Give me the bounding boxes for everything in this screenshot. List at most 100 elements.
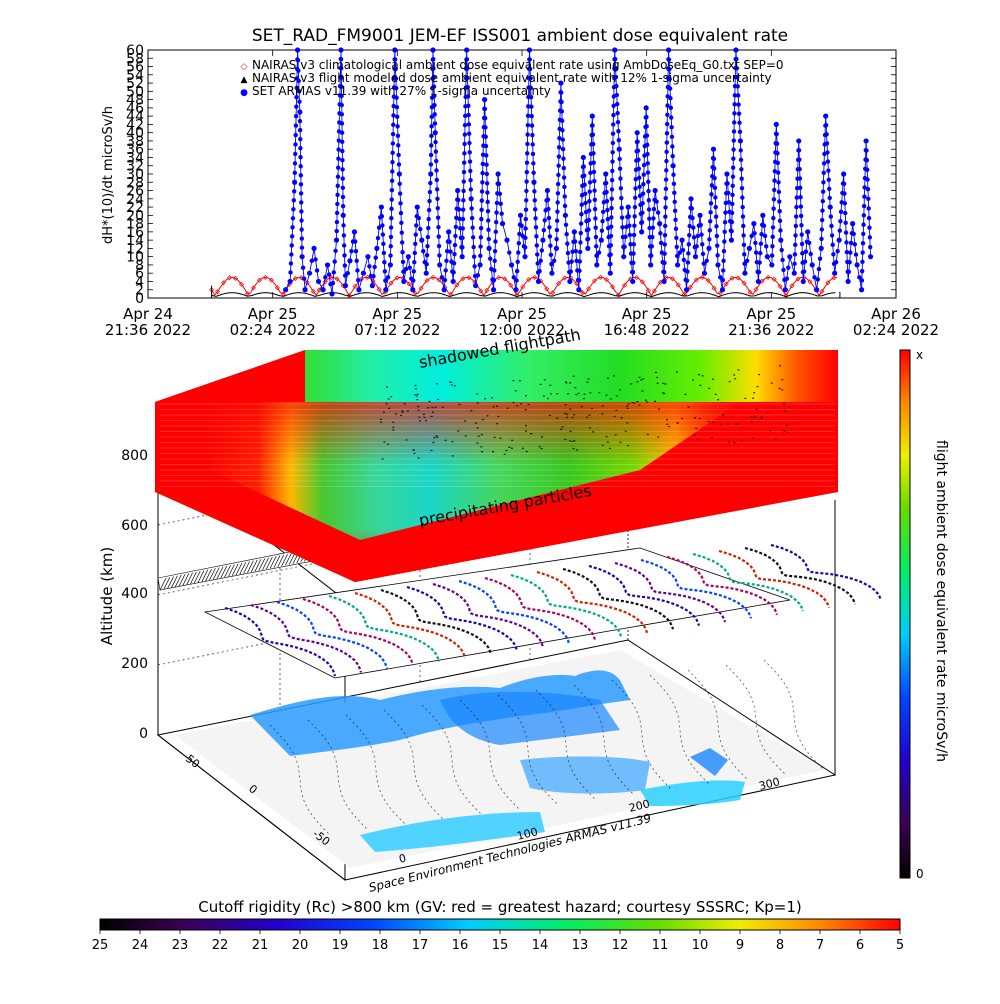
armas-point (525, 132, 530, 137)
armas-point (588, 170, 593, 176)
cutoff-tick-label: 21 (252, 938, 269, 953)
armas-point (621, 254, 627, 260)
flightpath-dot (550, 393, 553, 395)
armas-point (864, 148, 869, 153)
armas-point (867, 225, 872, 230)
flightpath-dot (664, 383, 667, 385)
armas-point (298, 173, 304, 178)
flightpath-dot (576, 449, 579, 451)
armas-point (523, 216, 529, 222)
flightpath-dot (696, 438, 699, 440)
armas-point (534, 243, 540, 248)
armas-point (777, 209, 782, 214)
armas-point (484, 181, 490, 186)
flightpath-dot (606, 441, 609, 443)
nairas-clim-point (484, 288, 490, 294)
armas-point (459, 254, 465, 260)
armas-point (620, 225, 625, 230)
armas-point (665, 112, 670, 118)
armas-point (632, 204, 638, 210)
armas-point (679, 237, 685, 243)
cutoff-tick-label: 19 (332, 938, 349, 953)
armas-point (771, 197, 777, 202)
flightpath-dot (450, 381, 453, 383)
armas-point (674, 244, 679, 250)
armas-point (794, 195, 800, 200)
flightpath-dot (658, 408, 660, 410)
armas-point (607, 270, 613, 276)
armas-point (631, 232, 637, 238)
flightpath-dot (510, 447, 513, 449)
armas-point (738, 157, 744, 163)
nairas-clim-point (430, 274, 436, 280)
armas-point (735, 93, 741, 98)
armas-point (866, 196, 871, 201)
flightpath-dot (413, 452, 416, 454)
armas-point (865, 167, 870, 173)
armas-point (292, 179, 298, 185)
orbit-track (562, 567, 675, 630)
cutoff-tick-label: 24 (132, 938, 149, 953)
orbit-track (510, 573, 623, 637)
armas-point (468, 168, 473, 174)
armas-point (453, 233, 458, 239)
nairas-clim-point (615, 292, 621, 298)
flightpath-dot (538, 446, 541, 448)
armas-point (662, 242, 668, 247)
flightpath-dot (656, 382, 659, 384)
flightpath-dot (608, 447, 611, 449)
armas-point (661, 278, 667, 285)
legend-marker: ◇ (241, 62, 248, 72)
flightpath-dot (435, 435, 438, 437)
armas-point (664, 131, 670, 136)
armas-point (732, 111, 737, 116)
armas-point (298, 145, 303, 151)
armas-point (471, 254, 477, 259)
armas-point (554, 218, 560, 224)
armas-point (737, 120, 742, 125)
armas-point (649, 244, 654, 249)
armas-point (339, 84, 344, 89)
armas-point (823, 123, 829, 128)
armas-point (486, 227, 491, 232)
band-hatch (190, 571, 197, 585)
armas-point (471, 244, 476, 250)
y-tick-label: 32 (126, 159, 144, 175)
armas-point (609, 187, 615, 192)
orbit-track (692, 552, 805, 612)
armas-point (592, 197, 598, 203)
armas-point (535, 252, 540, 257)
armas-point (593, 234, 599, 240)
armas-point (433, 139, 438, 145)
flightpath-dot (756, 386, 759, 388)
flightpath-dot (385, 403, 388, 405)
armas-point (585, 236, 591, 242)
armas-point (627, 223, 632, 228)
armas-point (712, 175, 717, 181)
armas-point (640, 210, 645, 215)
armas-point (290, 225, 295, 230)
armas-point (429, 133, 434, 139)
armas-point (294, 95, 299, 100)
armas-point (593, 225, 598, 230)
armas-point (658, 240, 664, 246)
z-tick-400: 400 (121, 586, 148, 602)
nairas-clim-point (310, 289, 316, 295)
flightpath-dot (569, 408, 572, 410)
armas-point (827, 195, 832, 201)
flightpath-dot (423, 416, 426, 418)
armas-point (298, 136, 303, 142)
y-tick-label: 50 (126, 84, 144, 100)
flightpath-dot (414, 384, 417, 387)
armas-point (529, 113, 534, 119)
armas-point (448, 249, 453, 254)
armas-point (522, 254, 528, 260)
armas-point (480, 180, 485, 185)
flightpath-dot (428, 400, 431, 403)
armas-point (663, 186, 669, 192)
armas-point (517, 212, 524, 218)
armas-point (456, 207, 462, 212)
armas-point (708, 201, 714, 206)
armas-point (426, 207, 432, 213)
armas-point (461, 198, 466, 203)
